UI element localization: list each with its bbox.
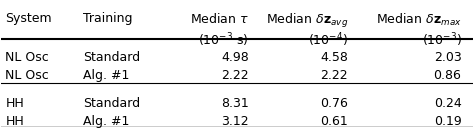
Text: Alg. #1: Alg. #1: [83, 115, 130, 128]
Text: 8.31: 8.31: [221, 97, 249, 110]
Text: 2.22: 2.22: [221, 69, 249, 82]
Text: $(10^{-4})$: $(10^{-4})$: [308, 31, 348, 49]
Text: 4.58: 4.58: [320, 51, 348, 64]
Text: 0.76: 0.76: [320, 97, 348, 110]
Text: 2.03: 2.03: [434, 51, 462, 64]
Text: Training: Training: [83, 12, 133, 25]
Text: 3.12: 3.12: [221, 115, 249, 128]
Text: $(10^{-3})$: $(10^{-3})$: [421, 31, 462, 49]
Text: 4.98: 4.98: [221, 51, 249, 64]
Text: 0.86: 0.86: [434, 69, 462, 82]
Text: Median $\delta\mathbf{z}_{max}$: Median $\delta\mathbf{z}_{max}$: [376, 12, 462, 28]
Text: Standard: Standard: [83, 51, 140, 64]
Text: HH: HH: [5, 115, 24, 128]
Text: Median $\tau$: Median $\tau$: [190, 12, 249, 26]
Text: 0.19: 0.19: [434, 115, 462, 128]
Text: Alg. #1: Alg. #1: [83, 69, 130, 82]
Text: 0.24: 0.24: [434, 97, 462, 110]
Text: $(10^{-3}$ s): $(10^{-3}$ s): [198, 31, 249, 49]
Text: NL Osc: NL Osc: [5, 51, 49, 64]
Text: HH: HH: [5, 97, 24, 110]
Text: 2.22: 2.22: [320, 69, 348, 82]
Text: NL Osc: NL Osc: [5, 69, 49, 82]
Text: Standard: Standard: [83, 97, 140, 110]
Text: 0.61: 0.61: [320, 115, 348, 128]
Text: System: System: [5, 12, 52, 25]
Text: Median $\delta\mathbf{z}_{avg}$: Median $\delta\mathbf{z}_{avg}$: [266, 12, 348, 30]
